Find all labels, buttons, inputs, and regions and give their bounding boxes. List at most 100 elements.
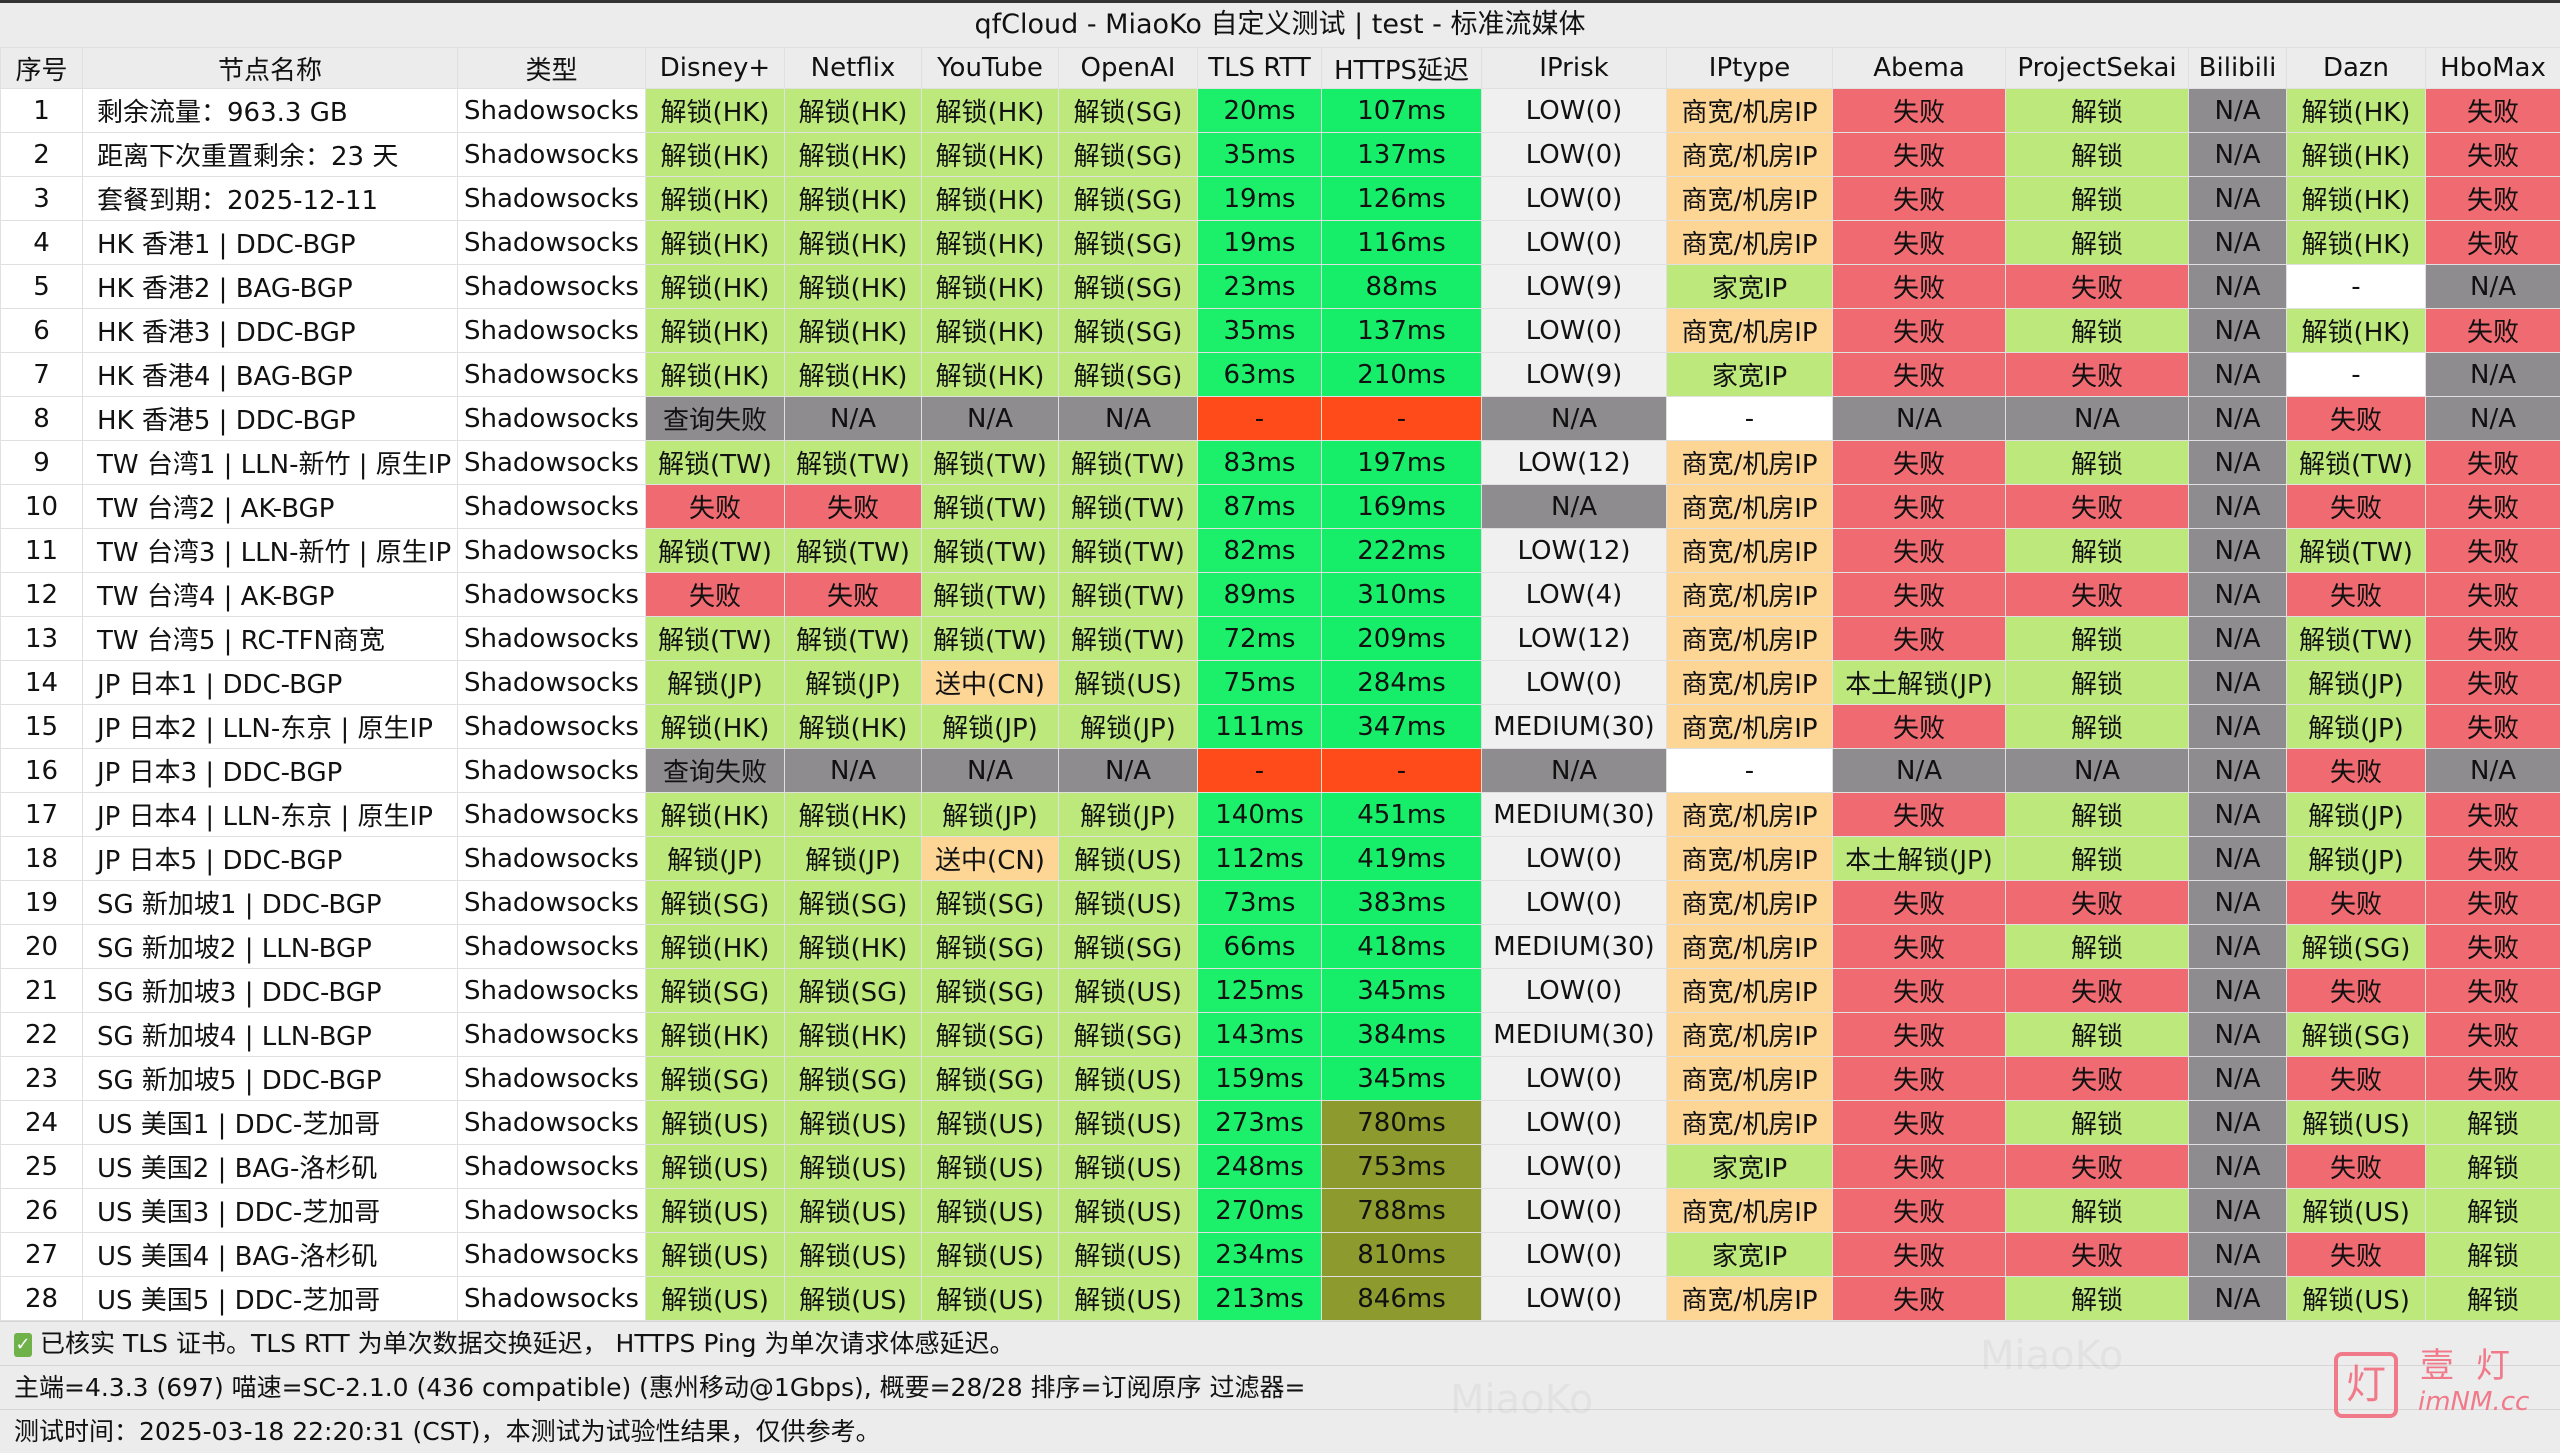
column-header[interactable]: IPtype [1667, 48, 1833, 89]
cell-netflix: 解锁(JP) [785, 661, 922, 705]
cell-iptype: 商宽/机房IP [1667, 573, 1833, 617]
cell-netflix: 解锁(JP) [785, 837, 922, 881]
cell-node-name: US 美国2 | BAG-洛杉矶 [83, 1145, 458, 1189]
cell-type: Shadowsocks [458, 309, 646, 353]
column-header[interactable]: Bilibili [2189, 48, 2287, 89]
cell-projectsekai: 解锁 [2006, 133, 2189, 177]
column-header[interactable]: Netflix [785, 48, 922, 89]
column-header[interactable]: 序号 [1, 48, 83, 89]
cell-https-latency: 418ms [1322, 925, 1482, 969]
column-header[interactable]: YouTube [922, 48, 1059, 89]
cell-iptype: 商宽/机房IP [1667, 1101, 1833, 1145]
cell-type: Shadowsocks [458, 1057, 646, 1101]
cell-iprisk: LOW(0) [1482, 1145, 1667, 1189]
time-line: 测试时间：2025-03-18 22:20:31 (CST)，本测试为试验性结果… [0, 1409, 2560, 1453]
cell-abema: 失败 [1833, 1101, 2006, 1145]
cell-tls-rtt: 234ms [1198, 1233, 1322, 1277]
cell-iptype: 商宽/机房IP [1667, 661, 1833, 705]
column-header[interactable]: TLS RTT [1198, 48, 1322, 89]
cell-abema: 失败 [1833, 1277, 2006, 1321]
cell-iptype: 家宽IP [1667, 353, 1833, 397]
cell-tls-rtt: 112ms [1198, 837, 1322, 881]
cell-tls-rtt: - [1198, 749, 1322, 793]
column-header[interactable]: Dazn [2287, 48, 2426, 89]
cell-iptype: 商宽/机房IP [1667, 529, 1833, 573]
cell-openai: 解锁(SG) [1059, 265, 1198, 309]
cell-node-name: 剩余流量：963.3 GB [83, 89, 458, 133]
cell-projectsekai: 解锁 [2006, 925, 2189, 969]
column-header[interactable]: Disney+ [646, 48, 785, 89]
cell-index: 22 [1, 1013, 83, 1057]
column-header[interactable]: 节点名称 [83, 48, 458, 89]
cell-iptype: 商宽/机房IP [1667, 89, 1833, 133]
cell-type: Shadowsocks [458, 925, 646, 969]
column-header[interactable]: OpenAI [1059, 48, 1198, 89]
cell-abema: 失败 [1833, 1057, 2006, 1101]
cell-node-name: SG 新加坡4 | LLN-BGP [83, 1013, 458, 1057]
column-header[interactable]: HboMax [2426, 48, 2560, 89]
cell-node-name: HK 香港4 | BAG-BGP [83, 353, 458, 397]
column-header[interactable]: 类型 [458, 48, 646, 89]
cell-dazn: 失败 [2287, 573, 2426, 617]
cell-bilibili: N/A [2189, 397, 2287, 441]
cell-youtube: 解锁(SG) [922, 969, 1059, 1013]
cell-projectsekai: N/A [2006, 397, 2189, 441]
cell-openai: 解锁(SG) [1059, 221, 1198, 265]
column-header[interactable]: HTTPS延迟 [1322, 48, 1482, 89]
cell-openai: 解锁(US) [1059, 661, 1198, 705]
cell-abema: 失败 [1833, 309, 2006, 353]
cell-https-latency: 137ms [1322, 133, 1482, 177]
cell-node-name: 套餐到期：2025-12-11 [83, 177, 458, 221]
cell-netflix: 解锁(HK) [785, 265, 922, 309]
cell-node-name: SG 新加坡3 | DDC-BGP [83, 969, 458, 1013]
cell-youtube: 解锁(TW) [922, 485, 1059, 529]
cell-abema: 失败 [1833, 1145, 2006, 1189]
cell-hbomax: 解锁 [2426, 1101, 2560, 1145]
cell-type: Shadowsocks [458, 441, 646, 485]
cell-netflix: 解锁(HK) [785, 793, 922, 837]
window-title: qfCloud - MiaoKo 自定义测试 | test - 标准流媒体 [0, 0, 2560, 47]
column-header[interactable]: IPrisk [1482, 48, 1667, 89]
column-header[interactable]: Abema [1833, 48, 2006, 89]
cell-iptype: - [1667, 397, 1833, 441]
cell-https-latency: 753ms [1322, 1145, 1482, 1189]
cell-dazn: 失败 [2287, 397, 2426, 441]
cell-index: 7 [1, 353, 83, 397]
cell-youtube: 解锁(SG) [922, 881, 1059, 925]
cell-hbomax: 失败 [2426, 661, 2560, 705]
cell-disney: 失败 [646, 485, 785, 529]
cell-iptype: 商宽/机房IP [1667, 881, 1833, 925]
cell-projectsekai: 解锁 [2006, 793, 2189, 837]
cell-type: Shadowsocks [458, 133, 646, 177]
column-header[interactable]: ProjectSekai [2006, 48, 2189, 89]
cell-openai: 解锁(US) [1059, 1277, 1198, 1321]
